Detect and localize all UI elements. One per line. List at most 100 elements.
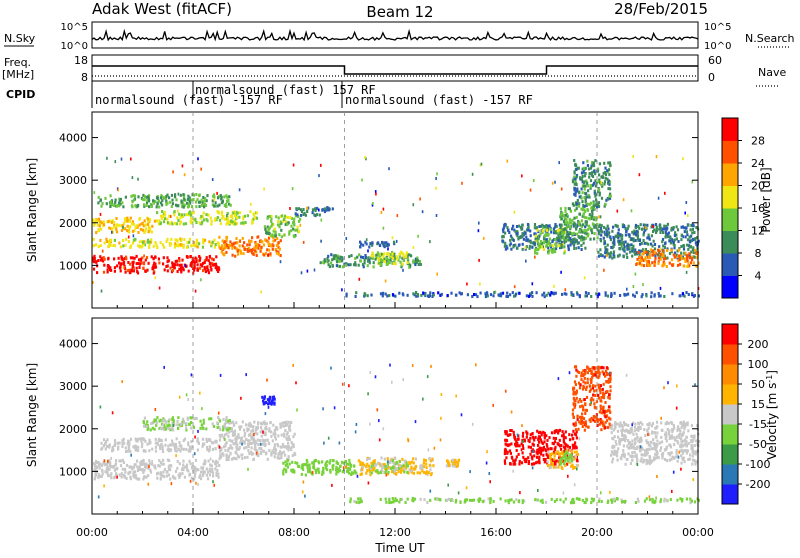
- velocity-cell-188: [106, 463, 108, 466]
- power-cell-950: [195, 193, 197, 196]
- power-cell-550: [153, 245, 155, 248]
- power-cell-2549: [651, 291, 653, 294]
- power-cell-949: [180, 194, 182, 197]
- power-cell-72: [215, 255, 217, 258]
- power-cell-568: [215, 243, 217, 246]
- velocity-cell-234: [141, 463, 143, 466]
- power-cell-1137: [330, 262, 332, 265]
- velocity-cell-1148: [423, 462, 425, 465]
- velocity-cell-1290: [538, 441, 540, 444]
- power-cell-656: [148, 226, 150, 229]
- velocity-cell-432: [224, 449, 226, 452]
- power-cell-2429: [672, 264, 674, 267]
- power-cell-799: [227, 217, 229, 220]
- power-cell-1332: [530, 241, 532, 244]
- velocity-cell-537: [265, 433, 267, 436]
- velocity-cell-1420: [514, 438, 516, 441]
- power-cell-2632: [639, 173, 641, 176]
- power-cell-2094: [612, 226, 614, 229]
- power-cell-1187: [341, 259, 343, 262]
- power-cell-567: [108, 245, 110, 248]
- power-cell-2498: [402, 293, 404, 296]
- power-cell-1241: [386, 257, 388, 260]
- power-cell-1158: [347, 263, 349, 266]
- velocity-cell-708: [114, 444, 116, 447]
- power-cell-2442: [649, 256, 651, 259]
- power-cell-210: [187, 256, 189, 259]
- power-cell-524: [114, 239, 116, 242]
- velocity-cell-1508: [525, 430, 527, 433]
- velocity-cell-216: [212, 460, 214, 463]
- power-cell-1507: [554, 223, 556, 226]
- velocity-cell-248: [95, 472, 97, 475]
- power-cell-1238: [382, 255, 384, 258]
- velocity-cell-1551: [547, 460, 549, 463]
- velocity-cell-1870: [582, 374, 584, 377]
- power-cell-444: [278, 217, 280, 220]
- velocity-cell-406: [246, 456, 248, 459]
- power-cell-647: [98, 218, 100, 221]
- velocity-cell-1971: [651, 424, 653, 427]
- power-cell-2600: [422, 292, 424, 295]
- power-cell-1390: [520, 226, 522, 229]
- power-cell-175: [95, 260, 97, 263]
- velocity-cell-1894: [578, 420, 580, 423]
- power-cell-2072: [677, 240, 679, 243]
- power-cell-973: [165, 203, 167, 206]
- velocity-cell-1620: [559, 463, 561, 466]
- power-cell-2725: [364, 156, 366, 159]
- power-cell-798: [219, 219, 221, 222]
- nsky-label: N.Sky: [4, 32, 36, 45]
- velocity-cell-1167: [415, 465, 417, 468]
- power-cell-1956: [651, 234, 653, 237]
- velocity-cell-2049: [676, 429, 678, 432]
- power-cell-1551: [534, 251, 536, 254]
- velocity-cell-792: [161, 427, 163, 430]
- velocity-cell-145: [95, 460, 97, 463]
- power-cell-1920: [603, 172, 605, 175]
- velocity-cell-1711: [587, 381, 589, 384]
- power-cell-1034: [324, 210, 326, 213]
- power-cell-2337: [663, 249, 665, 252]
- velocity-cell-1138: [369, 457, 371, 460]
- velocity-cell-197: [166, 470, 168, 473]
- power-cell-915: [217, 196, 219, 199]
- power-cell-222: [204, 261, 206, 264]
- velocity-cell-114: [124, 471, 126, 474]
- power-cell-2504: [492, 294, 494, 297]
- freq-unit: [MHz]: [2, 68, 34, 81]
- power-colorbar-swatch-7: [722, 118, 738, 141]
- power-cell-2703: [525, 246, 527, 249]
- power-cell-484: [160, 241, 162, 244]
- power-cell-197: [153, 272, 155, 275]
- power-cell-2472: [428, 295, 430, 298]
- power-cell-319: [249, 250, 251, 253]
- power-cell-332: [232, 254, 234, 257]
- velocity-cell-1319: [510, 442, 512, 445]
- velocity-cell-738: [117, 448, 119, 451]
- velocity-cell-1027: [336, 460, 338, 463]
- velocity-cell-726: [157, 443, 159, 446]
- velocity-cell-1126: [429, 457, 431, 460]
- power-cell-1150: [419, 260, 421, 263]
- power-cell-2617: [359, 278, 361, 281]
- power-cell-191: [125, 271, 127, 274]
- velocity-cell-1034: [296, 462, 298, 465]
- velocity-cell-436: [281, 422, 283, 425]
- velocity-cell-1800: [573, 423, 575, 426]
- velocity-cell-1862: [602, 388, 604, 391]
- power-cell-359: [278, 253, 280, 256]
- velocity-cell-120: [121, 472, 123, 475]
- power-cell-2718: [200, 278, 202, 281]
- velocity-cell-1595: [572, 467, 574, 470]
- velocity-cell-1502: [518, 463, 520, 466]
- velocity-cell-1694: [584, 377, 586, 380]
- power-cell-405: [290, 225, 292, 228]
- power-cell-1392: [584, 247, 586, 250]
- power-cell-2216: [626, 230, 628, 233]
- power-cell-1929: [587, 164, 589, 167]
- velocity-cell-243: [187, 470, 189, 473]
- power-cell-706: [220, 222, 222, 225]
- velocity-cell-1900: [602, 392, 604, 395]
- power-cell-809: [185, 222, 187, 225]
